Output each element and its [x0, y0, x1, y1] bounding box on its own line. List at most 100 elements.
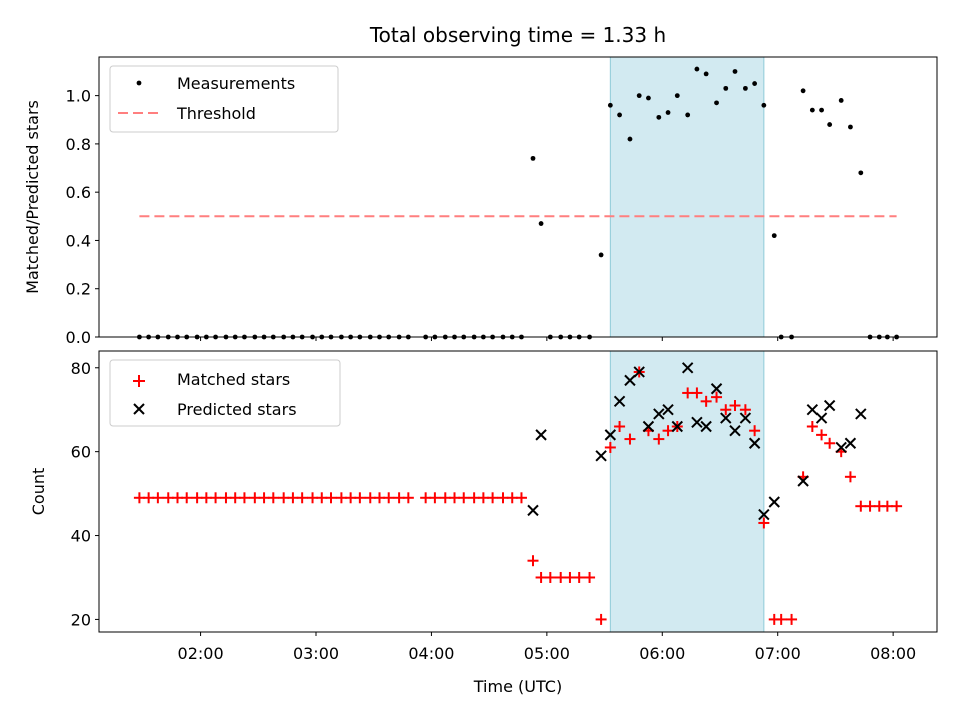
matched-star-point: [162, 492, 174, 504]
matched-star-point: [278, 492, 290, 504]
measurement-point: [598, 252, 604, 258]
matched-star-point: [143, 492, 155, 504]
legend-marker-measurements: [136, 80, 142, 86]
matched-star-point: [258, 492, 270, 504]
x-tick-label: 05:00: [524, 644, 570, 663]
measurement-point: [723, 85, 729, 91]
predicted-star-point: [681, 362, 694, 374]
measurement-point: [665, 110, 671, 115]
matched-star-point: [181, 492, 193, 504]
x-axis-label: Time (UTC): [473, 677, 562, 696]
predicted-star-point: [797, 475, 809, 487]
measurement-point: [703, 71, 709, 77]
top-y-axis-ticks: 0.0 0.2 0.4 0.6 0.8 1.0: [66, 87, 894, 347]
predicted-star-point: [835, 441, 847, 454]
legend-marker-matched: [133, 375, 145, 387]
predicted-star-point: [527, 504, 539, 517]
legend-label-matched: Matched stars: [177, 370, 290, 389]
x-tick-label: 07:00: [755, 644, 801, 663]
predicted-star-point: [613, 395, 626, 408]
predicted-star-point: [748, 437, 761, 449]
bottom-y-axis-ticks: 20 40 60 80: [71, 359, 99, 629]
predicted-star-point: [653, 408, 665, 420]
count-points: [133, 362, 903, 625]
matched-star-point: [458, 492, 470, 504]
x-tick-label: 04:00: [408, 644, 454, 663]
matched-star-point: [238, 492, 250, 504]
predicted-star-point: [691, 416, 703, 429]
matched-star-point: [229, 492, 241, 504]
bottom-y-tick-label: 40: [71, 527, 91, 546]
top-y-tick-label: 1.0: [66, 87, 91, 106]
measurement-point: [742, 85, 748, 91]
predicted-star-point: [700, 420, 712, 433]
matched-star-point: [691, 387, 703, 399]
matched-star-point: [816, 429, 828, 441]
top-y-axis-label: Matched/Predicted stars: [23, 100, 42, 294]
predicted-star-point: [604, 429, 617, 441]
predicted-star-point: [671, 420, 683, 433]
measurement-point: [732, 69, 738, 74]
measurement-point: [674, 93, 680, 99]
matched-star-point: [364, 492, 376, 504]
matched-star-point: [700, 395, 712, 407]
top-panel: 0.0 0.2 0.4 0.6 0.8 1.0 Matched/Predicted sta…: [23, 56, 938, 347]
legend-label-threshold: Threshold: [176, 104, 256, 123]
matched-star-point: [420, 492, 432, 504]
observing-window-shade-top: [609, 56, 765, 338]
matched-star-point: [749, 425, 761, 437]
measurement-point: [607, 102, 613, 108]
matched-star-point: [720, 404, 732, 416]
predicted-star-point: [642, 420, 655, 433]
matched-star-point: [614, 420, 626, 432]
matched-star-point: [468, 492, 480, 504]
measurement-point: [800, 88, 806, 94]
predicted-star-point: [844, 437, 857, 449]
matched-star-point: [844, 471, 856, 483]
predicted-star-point: [633, 366, 645, 378]
matched-star-point: [806, 420, 818, 432]
x-tick-label: 02:00: [178, 644, 224, 663]
x-axis-ticks: 02:00 03:00 04:00 05:00 06:00 07:00 08:00: [178, 632, 916, 663]
matched-star-point: [824, 437, 836, 449]
matched-star-point: [316, 492, 328, 504]
matched-star-point: [200, 492, 212, 504]
bottom-legend: Matched stars Predicted stars: [109, 359, 341, 427]
matched-star-point: [506, 492, 518, 504]
predicted-star-point: [729, 424, 741, 437]
matched-star-point: [497, 492, 509, 504]
matched-star-point: [573, 571, 585, 583]
predicted-star-point: [855, 408, 867, 420]
x-tick-label: 06:00: [639, 644, 685, 663]
measurement-point: [636, 93, 642, 99]
matched-star-point: [786, 613, 798, 625]
bottom-plot-frame: [98, 350, 938, 633]
matched-star-point: [429, 492, 441, 504]
legend-label-predicted: Predicted stars: [177, 400, 297, 419]
matched-star-point: [220, 492, 232, 504]
chart-title: Total observing time = 1.33 h: [369, 23, 666, 47]
predicted-star-point: [720, 412, 732, 424]
predicted-star-point: [815, 412, 828, 424]
measurement-point: [538, 221, 544, 226]
matched-star-point: [152, 492, 164, 504]
predicted-star-point: [710, 383, 723, 395]
matched-star-point: [739, 404, 751, 416]
matched-star-point: [487, 492, 499, 504]
measurement-point: [838, 98, 844, 103]
predicted-star-point: [758, 508, 770, 521]
matched-star-point: [682, 387, 694, 399]
measurement-point: [771, 233, 777, 239]
measurement-point: [827, 122, 833, 127]
bottom-y-tick-label: 20: [71, 610, 91, 629]
matched-star-point: [354, 492, 366, 504]
predicted-star-point: [768, 496, 780, 508]
measurement-point: [627, 136, 633, 142]
measurement-point: [694, 66, 700, 72]
predicted-star-point: [823, 399, 836, 412]
matched-star-point: [307, 492, 319, 504]
matched-star-point: [191, 492, 203, 504]
matched-star-point: [584, 571, 596, 583]
matched-star-point: [729, 400, 741, 412]
